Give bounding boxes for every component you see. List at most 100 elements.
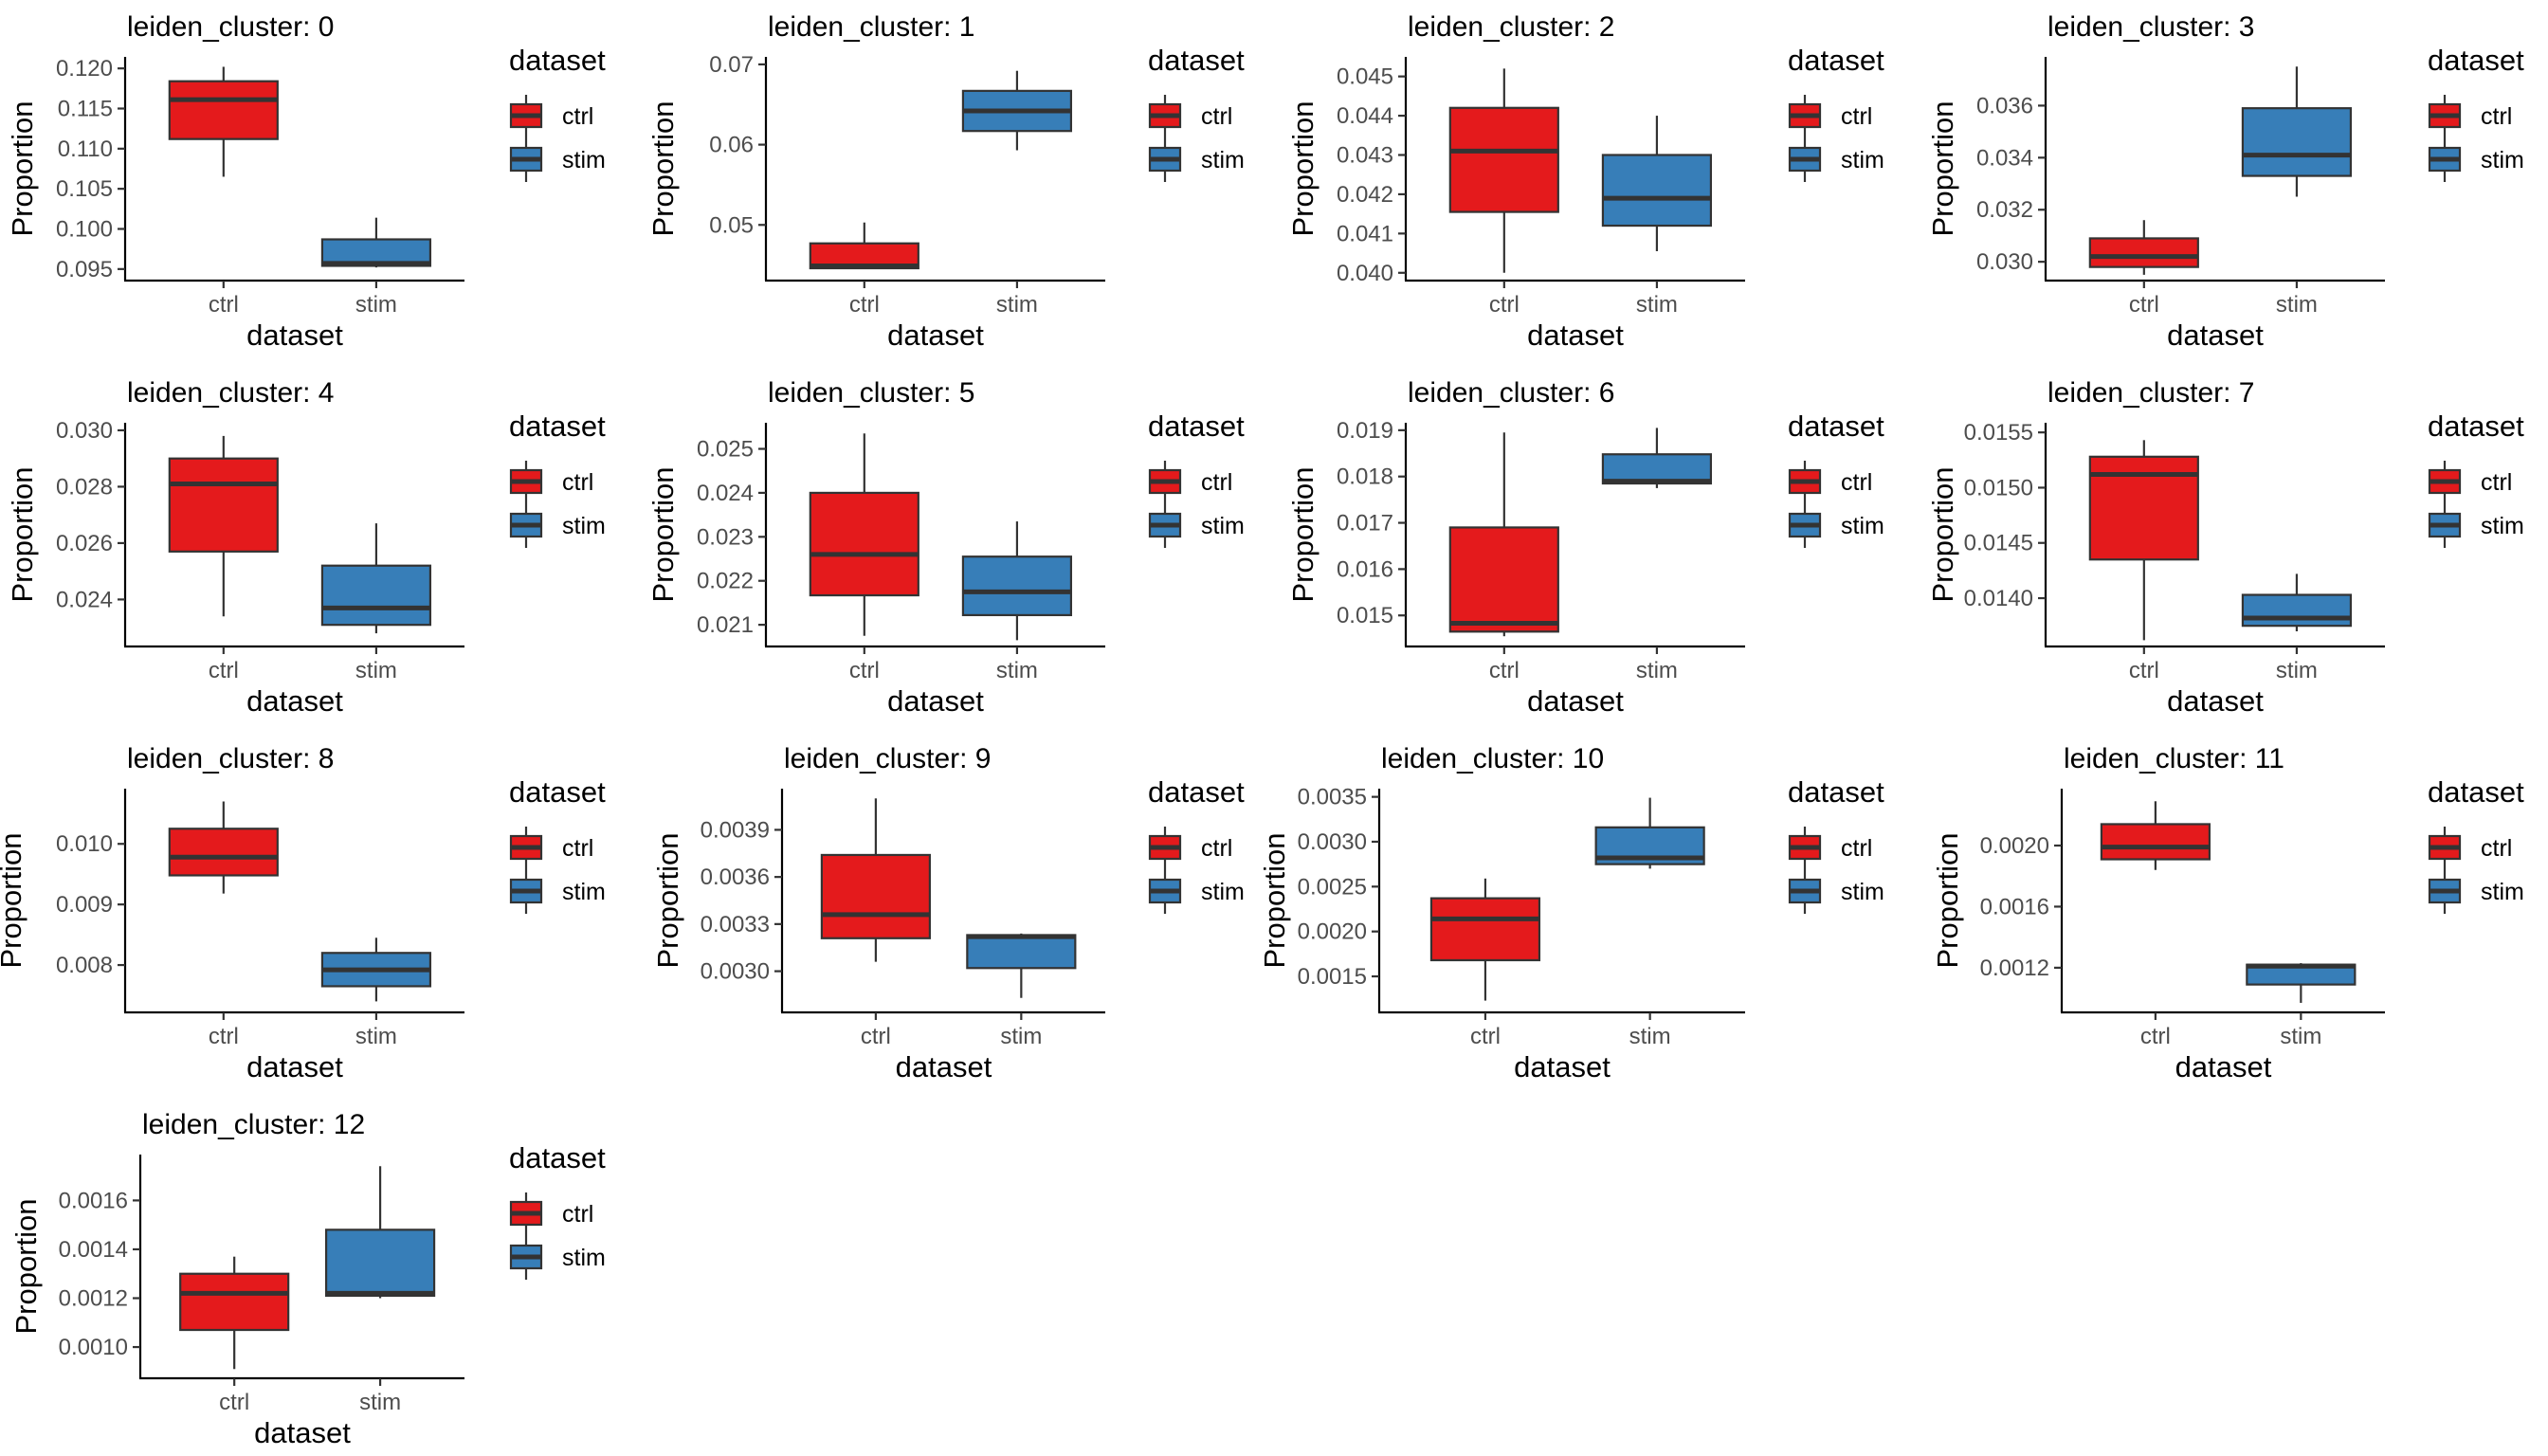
y-tick-label: 0.024 <box>697 481 754 506</box>
x-tick-label: stim <box>1629 1024 1671 1049</box>
y-tick-label: 0.023 <box>697 524 754 550</box>
x-axis-title: dataset <box>2167 318 2264 352</box>
x-tick-label: ctrl <box>849 292 880 318</box>
legend-label-stim: stim <box>1201 879 1245 905</box>
box-stim <box>961 555 1073 617</box>
legend-label-ctrl: ctrl <box>562 103 593 130</box>
legend-label-ctrl: ctrl <box>1201 469 1232 496</box>
box-stim <box>966 934 1077 970</box>
legend-label-ctrl: ctrl <box>562 469 593 496</box>
y-axis-title: Proportion <box>0 832 27 968</box>
y-tick-label: 0.022 <box>697 569 754 594</box>
legend-label-stim: stim <box>562 513 606 539</box>
box-ctrl <box>809 491 919 597</box>
legend-title: dataset <box>1788 44 1884 77</box>
chart-panel-6: leiden_cluster: 6 0.015 0.016 0.017 0.018 0.0… <box>1286 377 1884 718</box>
y-axis-title: Proportion <box>1931 832 1964 968</box>
y-tick-label: 0.030 <box>1976 249 2033 275</box>
panel-title: leiden_cluster: 3 <box>2048 11 2254 43</box>
x-axis-title: dataset <box>1514 1050 1611 1083</box>
panel-title: leiden_cluster: 4 <box>127 377 334 409</box>
y-tick-label: 0.036 <box>1976 93 2033 118</box>
y-axis-title: Proportion <box>1926 100 1959 236</box>
legend-label-stim: stim <box>1201 147 1245 173</box>
box-ctrl <box>1448 526 1559 633</box>
y-tick-label: 0.105 <box>56 176 113 202</box>
legend-label-stim: stim <box>1841 513 1884 539</box>
legend-label-ctrl: ctrl <box>1841 835 1872 862</box>
legend-label-ctrl: ctrl <box>562 835 593 862</box>
box-ctrl <box>2100 823 2211 861</box>
y-tick-label: 0.009 <box>56 892 113 918</box>
y-tick-label: 0.010 <box>56 831 113 857</box>
y-tick-label: 0.0035 <box>1298 785 1367 810</box>
x-axis-title: dataset <box>246 318 343 352</box>
legend-title: dataset <box>2428 44 2524 77</box>
x-tick-label: ctrl <box>2129 658 2159 683</box>
chart-panel-8: leiden_cluster: 8 0.008 0.009 0.010 ctrl stim… <box>0 743 606 1083</box>
y-tick-label: 0.028 <box>56 474 113 500</box>
box-stim <box>320 564 432 627</box>
chart-panel-12: leiden_cluster: 12 0.0010 0.0012 0.0014 0.00… <box>9 1109 606 1449</box>
legend-title: dataset <box>2428 410 2524 443</box>
y-tick-label: 0.044 <box>1337 103 1393 129</box>
panel-title: leiden_cluster: 2 <box>1408 11 1614 43</box>
legend-label-ctrl: ctrl <box>1201 835 1232 862</box>
legend-title: dataset <box>509 775 606 809</box>
y-tick-label: 0.0025 <box>1298 874 1367 900</box>
panel-title: leiden_cluster: 11 <box>2064 743 2284 774</box>
y-tick-label: 0.0012 <box>1980 956 2049 981</box>
x-axis-title: dataset <box>896 1050 992 1083</box>
y-tick-label: 0.026 <box>56 531 113 556</box>
y-tick-label: 0.110 <box>58 136 113 162</box>
y-axis-title: Proportion <box>1926 466 1959 602</box>
y-tick-label: 0.095 <box>56 257 113 282</box>
chart-panel-3: leiden_cluster: 3 0.030 0.032 0.034 0.036 ctr… <box>1926 11 2524 352</box>
y-tick-label: 0.07 <box>709 52 754 78</box>
panel-title: leiden_cluster: 5 <box>768 377 974 409</box>
y-tick-label: 0.0036 <box>701 864 770 890</box>
box-stim <box>2241 593 2353 628</box>
y-axis-title: Proportion <box>1286 466 1320 602</box>
box-stim <box>2241 107 2353 177</box>
x-axis-title: dataset <box>2175 1050 2272 1083</box>
box-ctrl <box>820 853 931 939</box>
y-tick-label: 0.0140 <box>1964 586 2033 611</box>
legend-label-ctrl: ctrl <box>2481 835 2512 862</box>
y-axis-title: Proportion <box>1258 832 1291 968</box>
legend-label-stim: stim <box>1201 513 1245 539</box>
chart-panel-7: leiden_cluster: 7 0.0140 0.0145 0.0150 0.015… <box>1926 377 2524 718</box>
box-stim <box>324 1228 436 1298</box>
legend-label-stim: stim <box>1841 879 1884 905</box>
x-tick-label: stim <box>355 1024 397 1049</box>
legend-title: dataset <box>509 410 606 443</box>
x-tick-label: stim <box>355 658 397 683</box>
x-tick-label: ctrl <box>219 1390 249 1415</box>
y-tick-label: 0.024 <box>56 587 113 612</box>
legend-label-ctrl: ctrl <box>562 1201 593 1228</box>
legend-label-stim: stim <box>562 147 606 173</box>
legend-label-stim: stim <box>562 1245 606 1271</box>
y-tick-label: 0.017 <box>1337 511 1393 537</box>
y-tick-label: 0.115 <box>58 96 113 121</box>
legend-title: dataset <box>1148 44 1245 77</box>
x-tick-label: ctrl <box>2140 1024 2171 1049</box>
x-tick-label: stim <box>996 658 1038 683</box>
x-tick-label: ctrl <box>209 1024 239 1049</box>
y-tick-label: 0.015 <box>1337 603 1393 628</box>
y-tick-label: 0.040 <box>1337 261 1393 286</box>
y-tick-label: 0.120 <box>56 56 113 82</box>
legend-label-stim: stim <box>2481 513 2524 539</box>
y-tick-label: 0.0016 <box>1980 894 2049 919</box>
x-tick-label: ctrl <box>209 658 239 683</box>
y-axis-title: Proportion <box>651 832 684 968</box>
y-tick-label: 0.06 <box>709 133 754 158</box>
chart-panel-2: leiden_cluster: 2 0.040 0.041 0.042 0.043 0.0… <box>1286 11 1884 352</box>
box-stim <box>1601 154 1713 228</box>
y-tick-label: 0.0039 <box>701 817 770 843</box>
y-tick-label: 0.0012 <box>59 1286 128 1312</box>
x-tick-label: stim <box>1636 292 1678 318</box>
x-axis-title: dataset <box>887 684 984 718</box>
y-tick-label: 0.0033 <box>701 912 770 937</box>
